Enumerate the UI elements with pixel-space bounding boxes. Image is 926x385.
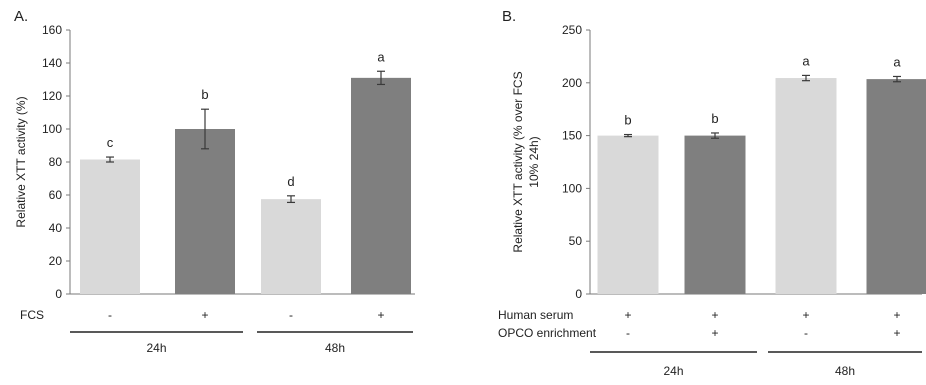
significance-letter: b [201,87,208,102]
y-tick-label: 0 [55,287,62,301]
y-tick-label: 120 [42,89,62,103]
y-tick-label: 200 [562,76,582,90]
y-tick-label: 100 [42,122,62,136]
chart-panel-a: A. 0 20 40 60 80 100 120 140 160 Relative XTT acti… [14,8,415,355]
y-tick-label: 150 [562,129,582,143]
bar [684,135,746,294]
y-tick-label: 40 [49,221,63,235]
bar [775,78,837,294]
y-tick-label: 100 [562,181,582,195]
y-tick-label: 50 [569,234,583,248]
condition-sign: + [624,308,631,322]
significance-letter: b [624,113,631,128]
condition-sign: + [711,326,718,340]
significance-letter: a [802,53,810,68]
condition-sign: + [893,308,900,322]
condition-sign: - [289,308,293,322]
condition-sign: - [804,326,808,340]
y-tick-label: 0 [575,287,582,301]
bar [866,79,926,294]
significance-letter: a [377,49,385,64]
chart-panel-b: B. 0 50 100 150 200 250 Relative XTT activity (… [498,8,926,378]
y-tick-label: 80 [49,155,63,169]
condition-label: Human serum [498,308,573,322]
condition-sign: - [108,308,112,322]
y-tick-label: 160 [42,23,62,37]
condition-sign: + [201,308,208,322]
y-axis-title: Relative XTT activity (%) [14,96,28,227]
group-label: 48h [325,341,345,355]
panel-label: A. [14,8,28,25]
significance-letter: a [893,54,901,69]
condition-label: OPCO enrichment [498,326,597,340]
y-tick-label: 140 [42,56,62,70]
group-label: 48h [835,364,855,378]
y-tick-label: 250 [562,23,582,37]
condition-sign: - [626,326,630,340]
group-label: 24h [146,341,166,355]
group-label: 24h [663,364,683,378]
significance-letter: c [107,135,114,150]
bar [80,159,140,294]
bar [261,199,321,294]
y-axis-title-line: 10% 24h) [527,136,541,187]
significance-letter: d [287,174,294,189]
condition-sign: + [377,308,384,322]
condition-label: FCS [20,308,44,322]
condition-sign: + [893,326,900,340]
bar [175,129,235,294]
condition-sign: + [802,308,809,322]
y-tick-label: 60 [49,188,63,202]
y-tick-label: 20 [49,254,63,268]
panel-label: B. [502,8,516,25]
significance-letter: b [711,111,718,126]
bar [351,77,411,294]
y-axis-title-line: Relative XTT activity (% over FCS [511,71,525,252]
bar [597,135,659,294]
condition-sign: + [711,308,718,322]
